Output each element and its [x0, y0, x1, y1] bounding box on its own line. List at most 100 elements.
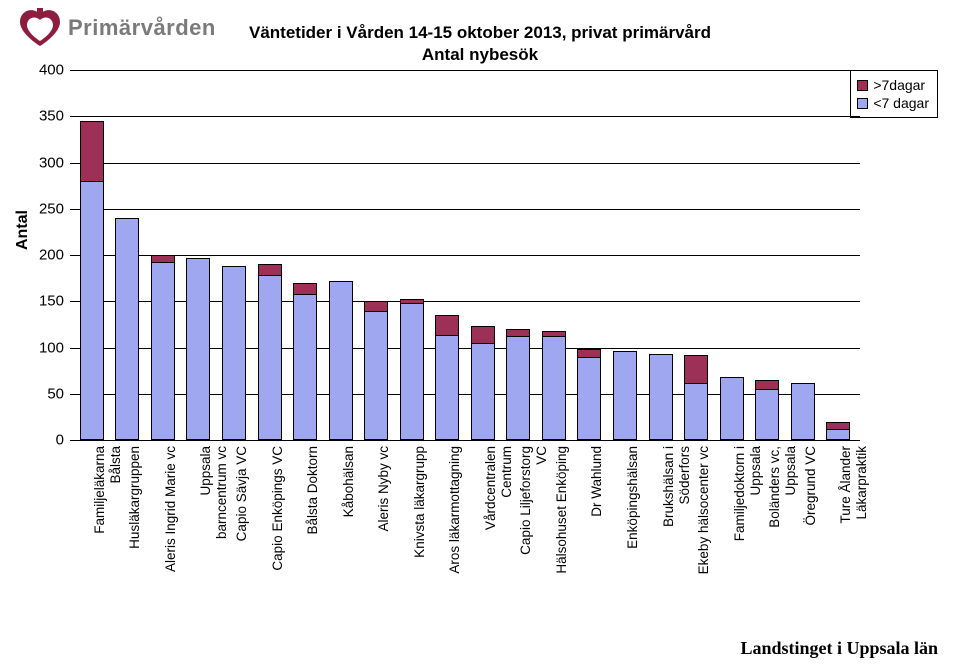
x-label-slot: Enköpingshälsan: [607, 442, 643, 622]
bar-segment-lt7: [755, 389, 779, 440]
bar: [791, 383, 815, 440]
bar-slot: [465, 70, 501, 440]
legend-label: <7 dagar: [873, 95, 929, 111]
bar-segment-lt7: [506, 336, 530, 440]
bar: [222, 266, 246, 440]
bar: [577, 349, 601, 440]
gridline: [70, 440, 860, 441]
bar-slot: [110, 70, 146, 440]
bar-slot: [785, 70, 821, 440]
x-label-slot: Husläkargruppen: [110, 442, 146, 622]
x-tick-label: Aleris Nyby vc: [376, 446, 392, 532]
x-tick-label: Ekeby hälsocenter vc: [696, 446, 712, 574]
y-tick-label: 50: [24, 385, 64, 402]
bar-slot: [572, 70, 608, 440]
x-label-slot: Aleris Ingrid Marie vc: [145, 442, 181, 622]
legend-item-gt7: >7dagar: [857, 77, 929, 93]
bar: [400, 299, 424, 440]
x-tick-label: Capio Enköpings VC: [270, 446, 286, 571]
bar: [115, 218, 139, 440]
bar: [613, 351, 637, 440]
x-label-slot: Dr Wahlund: [572, 442, 608, 622]
chart-area: 050100150200250300350400: [70, 70, 860, 440]
bar: [151, 255, 175, 440]
x-tick-label: Bålsta Doktorn: [305, 446, 321, 535]
bar-segment-gt7: [435, 315, 459, 335]
bar-segment-lt7: [364, 311, 388, 441]
y-tick-label: 150: [24, 293, 64, 310]
y-tick-label: 350: [24, 108, 64, 125]
bar-segment-lt7: [613, 351, 637, 440]
bar: [186, 258, 210, 440]
bar: [80, 121, 104, 440]
bar-segment-lt7: [826, 429, 850, 440]
bar-slot: [678, 70, 714, 440]
bar: [542, 331, 566, 440]
bar-segment-lt7: [186, 258, 210, 440]
x-tick-label: Knivsta läkargrupp: [412, 446, 428, 558]
bar: [506, 329, 530, 440]
bar: [720, 377, 744, 440]
bar-segment-gt7: [684, 355, 708, 383]
x-label-slot: Bålsta Doktorn: [287, 442, 323, 622]
x-label-slot: Öregrund VC: [785, 442, 821, 622]
bar-segment-gt7: [506, 329, 530, 336]
bar-segment-lt7: [258, 275, 282, 440]
bar-segment-lt7: [151, 262, 175, 440]
bar-segment-gt7: [151, 255, 175, 262]
footer-text: Landstinget i Uppsala län: [740, 638, 938, 659]
bar-slot: [501, 70, 537, 440]
bar: [755, 380, 779, 440]
bar-segment-gt7: [826, 422, 850, 429]
x-label-slot: Capio Sävja VC: [216, 442, 252, 622]
bar-segment-lt7: [791, 383, 815, 440]
x-label-slot: Boländers vc, Uppsala: [749, 442, 785, 622]
bar: [649, 354, 673, 440]
bar-slot: [358, 70, 394, 440]
bar-segment-lt7: [80, 181, 104, 440]
x-label-slot: Uppsala barncentrum vc: [181, 442, 217, 622]
bar-slot: [394, 70, 430, 440]
x-label-slot: Kåbohälsan: [323, 442, 359, 622]
bar-segment-gt7: [364, 301, 388, 310]
bar-slot: [287, 70, 323, 440]
bar: [826, 422, 850, 440]
bar-segment-lt7: [577, 357, 601, 440]
x-tick-label: Husläkargruppen: [127, 446, 143, 549]
bar-slot: [749, 70, 785, 440]
bar-slot: [145, 70, 181, 440]
bar: [435, 315, 459, 440]
x-tick-label: Capio Sävja VC: [234, 446, 250, 541]
bar-slot: [536, 70, 572, 440]
title-line1: Väntetider i Vården 14-15 oktober 2013, …: [249, 23, 711, 42]
y-tick-label: 400: [24, 62, 64, 79]
title-line2: Antal nybesök: [422, 45, 538, 64]
bar-segment-lt7: [435, 335, 459, 440]
bar: [471, 326, 495, 440]
bar-segment-lt7: [720, 377, 744, 440]
x-tick-label: Enköpingshälsan: [625, 446, 641, 549]
bar-slot: [820, 70, 856, 440]
bar-slot: [74, 70, 110, 440]
chart-title: Väntetider i Vården 14-15 oktober 2013, …: [0, 22, 960, 66]
bar-segment-gt7: [80, 121, 104, 181]
bar-segment-lt7: [471, 343, 495, 440]
bar-slot: [714, 70, 750, 440]
bar-slot: [643, 70, 679, 440]
x-label-slot: Vårdcentralen Centrum: [465, 442, 501, 622]
bar: [329, 281, 353, 440]
x-tick-label: Ture Ålander Läkarpraktik: [838, 446, 869, 524]
bars-container: [70, 70, 860, 440]
bar-segment-lt7: [222, 266, 246, 440]
bar-segment-gt7: [577, 349, 601, 356]
bar-slot: [323, 70, 359, 440]
x-axis-labels: Familjeläkarna BålstaHusläkargruppenAler…: [70, 442, 860, 622]
bar-segment-gt7: [471, 326, 495, 343]
bar-segment-lt7: [684, 383, 708, 440]
x-label-slot: Familjeläkarna Bålsta: [74, 442, 110, 622]
y-tick-label: 200: [24, 247, 64, 264]
x-label-slot: Capio Liljeforstorg VC: [501, 442, 537, 622]
x-label-slot: Aleris Nyby vc: [358, 442, 394, 622]
x-label-slot: Ture Ålander Läkarpraktik: [820, 442, 856, 622]
bar-segment-lt7: [115, 218, 139, 440]
